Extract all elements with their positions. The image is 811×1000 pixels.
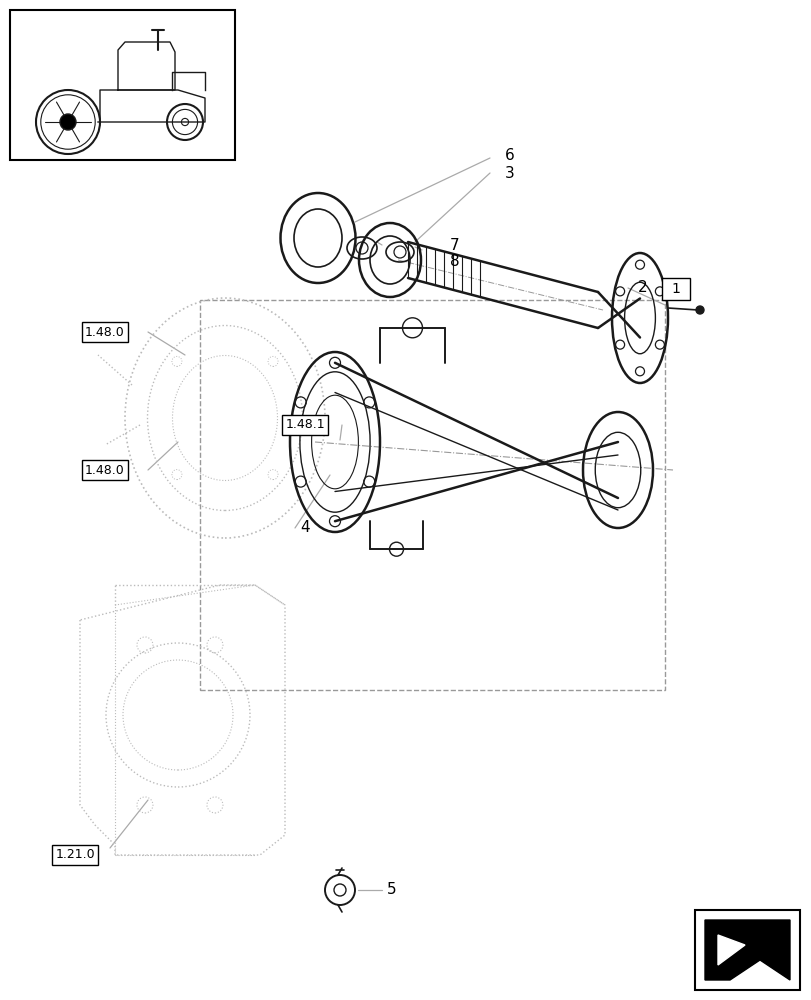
Polygon shape: [717, 935, 744, 965]
Bar: [200, 300, 664, 690]
Bar: [661, 278, 689, 300]
Text: 2: 2: [637, 280, 647, 296]
Bar: [10, 10, 234, 160]
Circle shape: [60, 114, 76, 130]
Polygon shape: [704, 920, 789, 980]
Text: 4: 4: [300, 520, 310, 536]
Text: 1.48.0: 1.48.0: [85, 464, 125, 477]
Text: 6: 6: [504, 147, 514, 162]
Text: 3: 3: [504, 166, 514, 182]
Bar: [694, 910, 799, 990]
Text: 1.21.0: 1.21.0: [55, 848, 95, 861]
Text: 1.48.1: 1.48.1: [285, 418, 324, 432]
Text: 5: 5: [387, 882, 397, 898]
Text: 1.48.0: 1.48.0: [85, 326, 125, 338]
Text: 8: 8: [449, 254, 459, 269]
Text: 7: 7: [449, 237, 459, 252]
Text: 1: 1: [671, 282, 680, 296]
Circle shape: [695, 306, 703, 314]
